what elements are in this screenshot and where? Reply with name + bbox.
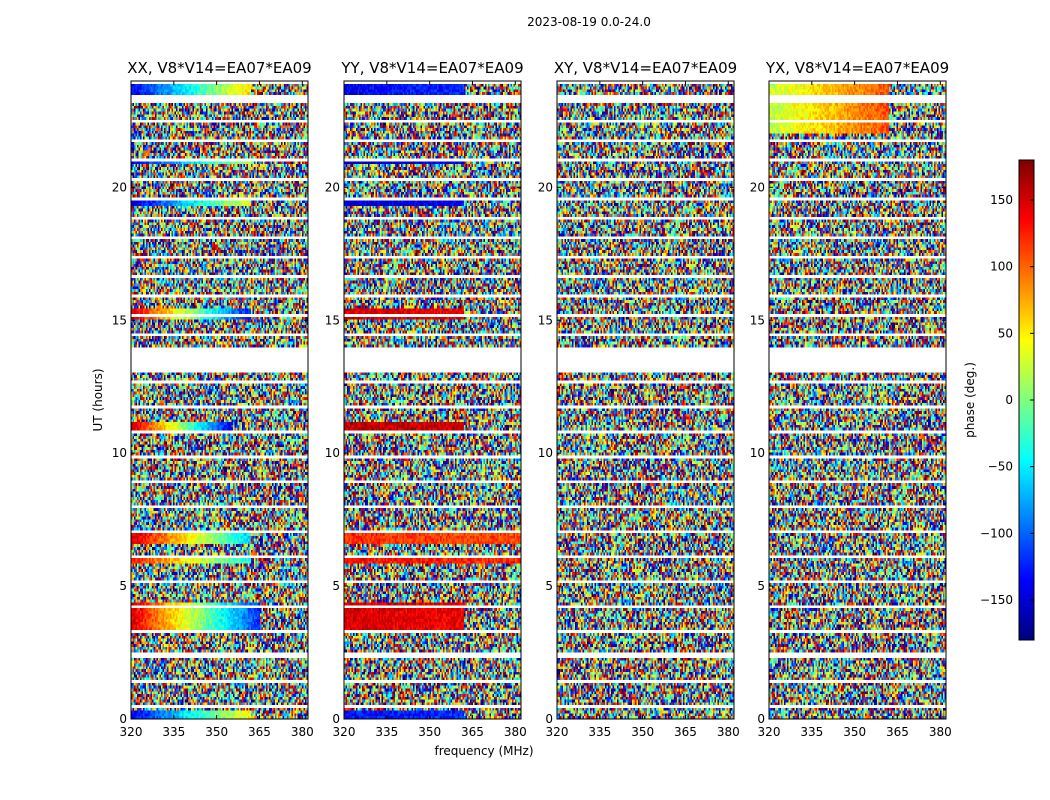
- y-axis-label: UT (hours): [91, 368, 105, 431]
- x-tick-label: 350: [418, 725, 441, 739]
- x-tick-label: 380: [504, 725, 527, 739]
- x-tick-label: 350: [843, 725, 866, 739]
- colorbar-label: phase (deg.): [963, 362, 977, 438]
- phase-heatmap: [344, 81, 521, 719]
- y-tick-label: 5: [757, 579, 765, 593]
- x-axis-label: frequency (MHz): [434, 744, 533, 758]
- x-tick-label: 335: [800, 725, 823, 739]
- colorbar-tick-label: 150: [990, 193, 1013, 207]
- panel-4: YX, V8*V14=EA07*EA09 320 335 350 365 380 0 5 10 1…: [750, 59, 952, 739]
- y-tick-label: 5: [119, 579, 127, 593]
- phase-heatmap: [131, 81, 308, 719]
- x-tick-label: 320: [333, 725, 356, 739]
- y-tick-label: 20: [112, 180, 127, 194]
- panel-2: YY, V8*V14=EA07*EA09 320 335 350 365 380 0 5 10 1…: [325, 59, 527, 739]
- x-tick-label: 320: [120, 725, 143, 739]
- x-tick-label: 350: [205, 725, 228, 739]
- y-tick-label: 10: [538, 446, 553, 460]
- x-tick-label: 335: [162, 725, 185, 739]
- colorbar-tick-label: −50: [988, 460, 1013, 474]
- colorbar-tick-label: 100: [990, 260, 1013, 274]
- x-tick-label: 320: [758, 725, 781, 739]
- y-tick-label: 20: [538, 180, 553, 194]
- y-tick-label: 15: [112, 313, 127, 327]
- y-tick-label: 0: [757, 712, 765, 726]
- x-tick-label: 365: [886, 725, 909, 739]
- x-tick-label: 350: [631, 725, 654, 739]
- panel-1: XX, V8*V14=EA07*EA09 320 335 350 365 380 0 5 10 1…: [112, 59, 314, 739]
- panels-group: XX, V8*V14=EA07*EA09 320 335 350 365 380 0 5 10 1…: [112, 59, 952, 739]
- x-tick-label: 380: [929, 725, 952, 739]
- y-tick-label: 5: [332, 579, 340, 593]
- phase-heatmap: [557, 81, 734, 719]
- panel-title: XX, V8*V14=EA07*EA09: [127, 59, 311, 77]
- x-tick-label: 365: [674, 725, 697, 739]
- x-tick-label: 380: [291, 725, 314, 739]
- y-tick-label: 10: [325, 446, 340, 460]
- x-tick-label: 335: [588, 725, 611, 739]
- x-tick-label: 365: [248, 725, 271, 739]
- figure-title: 2023-08-19 0.0-24.0: [527, 15, 651, 29]
- x-tick-label: 320: [546, 725, 569, 739]
- y-tick-label: 10: [750, 446, 765, 460]
- colorbar-tick-label: 50: [998, 326, 1013, 340]
- y-tick-label: 0: [545, 712, 553, 726]
- panel-frame: [130, 80, 309, 720]
- y-tick-label: 20: [750, 180, 765, 194]
- y-tick-label: 10: [112, 446, 127, 460]
- colorbar-tick-label: −100: [980, 526, 1013, 540]
- x-tick-label: 380: [717, 725, 740, 739]
- panel-frame: [556, 80, 735, 720]
- panel-3: XY, V8*V14=EA07*EA09 320 335 350 365 380 0 5 10 1…: [538, 59, 740, 739]
- y-tick-label: 15: [750, 313, 765, 327]
- colorbar-tick-label: 0: [1005, 393, 1013, 407]
- y-tick-label: 0: [119, 712, 127, 726]
- y-tick-label: 15: [325, 313, 340, 327]
- phase-heatmap: [769, 81, 946, 719]
- panel-title: YY, V8*V14=EA07*EA09: [340, 59, 523, 77]
- panel-frame: [343, 80, 522, 720]
- panel-title: XY, V8*V14=EA07*EA09: [554, 59, 737, 77]
- panel-frame: [768, 80, 947, 720]
- panel-title: YX, V8*V14=EA07*EA09: [765, 59, 949, 77]
- x-tick-label: 335: [375, 725, 398, 739]
- colorbar-tick-label: −150: [980, 593, 1013, 607]
- colorbar: 150 100 50 0 −50 −100 −150: [980, 159, 1035, 641]
- y-tick-label: 0: [332, 712, 340, 726]
- y-tick-label: 15: [538, 313, 553, 327]
- x-tick-label: 365: [461, 725, 484, 739]
- y-tick-label: 5: [545, 579, 553, 593]
- y-tick-label: 20: [325, 180, 340, 194]
